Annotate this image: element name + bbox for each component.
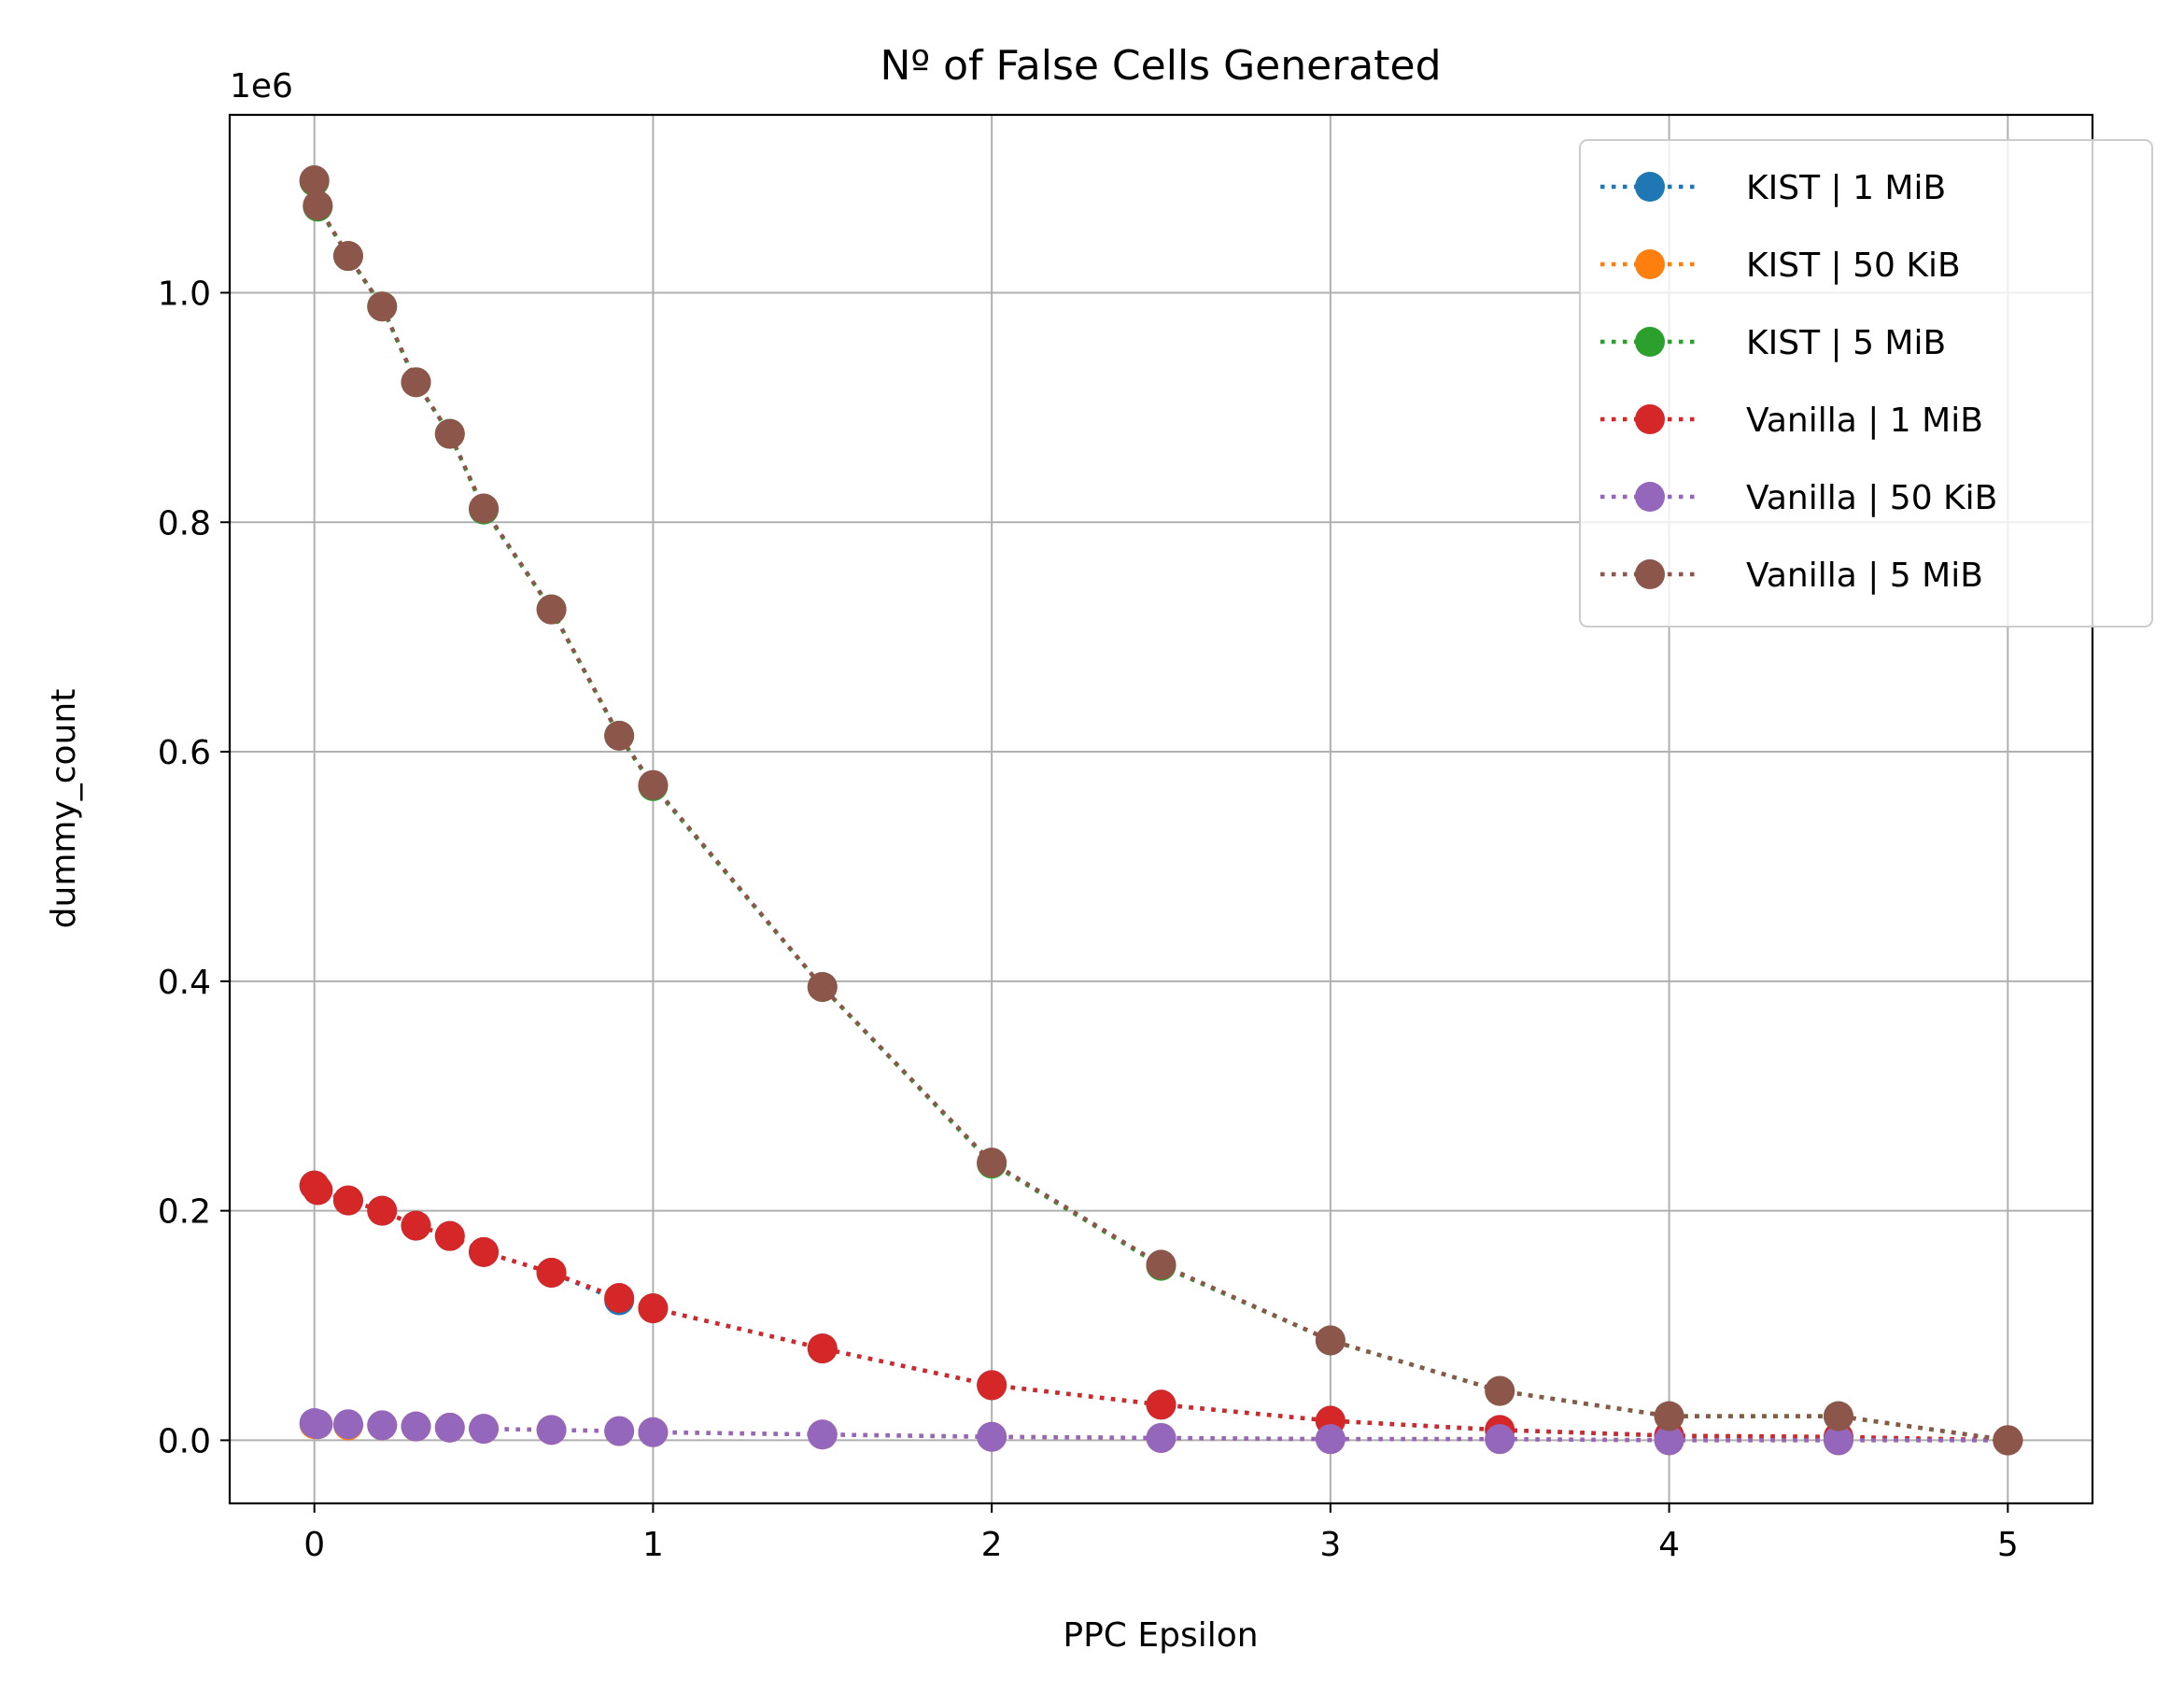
legend-box (1579, 139, 2153, 627)
legend-label: KIST | 1 MiB (1746, 169, 1946, 207)
x-tick-label: 0 (303, 1526, 325, 1564)
legend-item: KIST | 50 KiB (1600, 247, 1961, 285)
data-point (367, 1195, 398, 1226)
data-point (977, 1370, 1007, 1401)
data-point (367, 291, 398, 322)
data-point (536, 594, 567, 625)
series-vanilla-5-mib (299, 165, 2023, 1456)
legend-label: KIST | 50 KiB (1746, 247, 1961, 285)
data-point (1823, 1425, 1853, 1456)
data-point (469, 1414, 500, 1445)
chart-title: Nº of False Cells Generated (880, 42, 1441, 90)
legend-item: KIST | 1 MiB (1600, 169, 1946, 207)
data-point (1146, 1422, 1177, 1453)
legend-label: Vanilla | 50 KiB (1746, 479, 1997, 517)
ticks: 0 1 2 3 4 5 0.0 0.2 0.4 0.6 0.8 1.0 (158, 275, 2019, 1564)
data-point (469, 493, 500, 524)
data-point (638, 1417, 669, 1447)
y-tick-label: 0.6 (158, 734, 211, 772)
data-point (367, 1410, 398, 1441)
data-point (303, 1175, 333, 1206)
data-point (401, 1411, 431, 1442)
y-tick-label: 1.0 (158, 275, 211, 313)
data-point (977, 1421, 1007, 1452)
legend-swatch-marker (1635, 404, 1665, 434)
data-point (807, 971, 838, 1002)
legend-swatch-marker (1635, 482, 1665, 512)
x-tick-label: 2 (981, 1526, 1003, 1564)
x-tick-label: 5 (1997, 1526, 2019, 1564)
data-point (299, 165, 330, 196)
legend-label: Vanilla | 1 MiB (1746, 402, 1983, 440)
data-point (1485, 1375, 1515, 1406)
data-point (638, 769, 669, 800)
data-point (401, 1210, 431, 1241)
data-point (1315, 1424, 1346, 1455)
data-point (332, 241, 363, 272)
x-tick-label: 4 (1658, 1526, 1680, 1564)
data-point (332, 1409, 363, 1440)
data-point (434, 1412, 465, 1443)
series-layer (299, 165, 2023, 1456)
legend-swatch-marker (1635, 172, 1665, 202)
legend: KIST | 1 MiB KIST | 50 KiB KIST | 5 MiB Van… (1579, 139, 2153, 627)
data-point (434, 418, 465, 449)
data-point (1654, 1425, 1684, 1456)
data-point (807, 1419, 838, 1450)
y-tick-label: 0.2 (158, 1193, 211, 1232)
legend-swatch-marker (1635, 327, 1665, 357)
data-point (807, 1333, 838, 1364)
legend-swatch-marker (1635, 249, 1665, 279)
series-vanilla-50-kib (299, 1407, 2023, 1456)
data-point (604, 1416, 635, 1446)
x-tick-label: 3 (1319, 1526, 1341, 1564)
data-point (977, 1148, 1007, 1178)
data-point (1146, 1249, 1177, 1280)
legend-label: KIST | 5 MiB (1746, 324, 1946, 362)
data-point (1485, 1424, 1515, 1455)
y-offset-label: 1e6 (230, 67, 293, 106)
legend-item: Vanilla | 5 MiB (1600, 557, 1983, 595)
data-point (303, 190, 333, 221)
x-tick-label: 1 (642, 1526, 664, 1564)
data-point (1654, 1401, 1684, 1431)
data-point (469, 1236, 500, 1267)
y-tick-label: 0.0 (158, 1422, 211, 1460)
data-point (536, 1415, 567, 1445)
legend-label: Vanilla | 5 MiB (1746, 557, 1983, 595)
y-tick-label: 0.8 (158, 504, 211, 543)
legend-swatch-marker (1635, 559, 1665, 589)
y-tick-label: 0.4 (158, 964, 211, 1002)
plot-frame (228, 113, 2094, 1505)
x-axis-label: PPC Epsilon (1063, 1616, 1258, 1655)
data-point (1993, 1425, 2023, 1456)
data-point (638, 1293, 669, 1324)
series-line (313, 1420, 2008, 1443)
data-point (303, 1409, 333, 1440)
data-point (1823, 1401, 1853, 1431)
data-point (1315, 1325, 1346, 1356)
data-point (401, 367, 431, 398)
data-point (332, 1185, 363, 1216)
data-point (1146, 1389, 1177, 1420)
data-point (604, 1283, 635, 1314)
y-axis-label: dummy_count (45, 689, 83, 929)
data-point (604, 720, 635, 751)
legend-item: Vanilla | 50 KiB (1600, 479, 1997, 517)
data-point (536, 1257, 567, 1288)
legend-item: Vanilla | 1 MiB (1600, 402, 1983, 440)
legend-item: KIST | 5 MiB (1600, 324, 1946, 362)
data-point (434, 1220, 465, 1251)
